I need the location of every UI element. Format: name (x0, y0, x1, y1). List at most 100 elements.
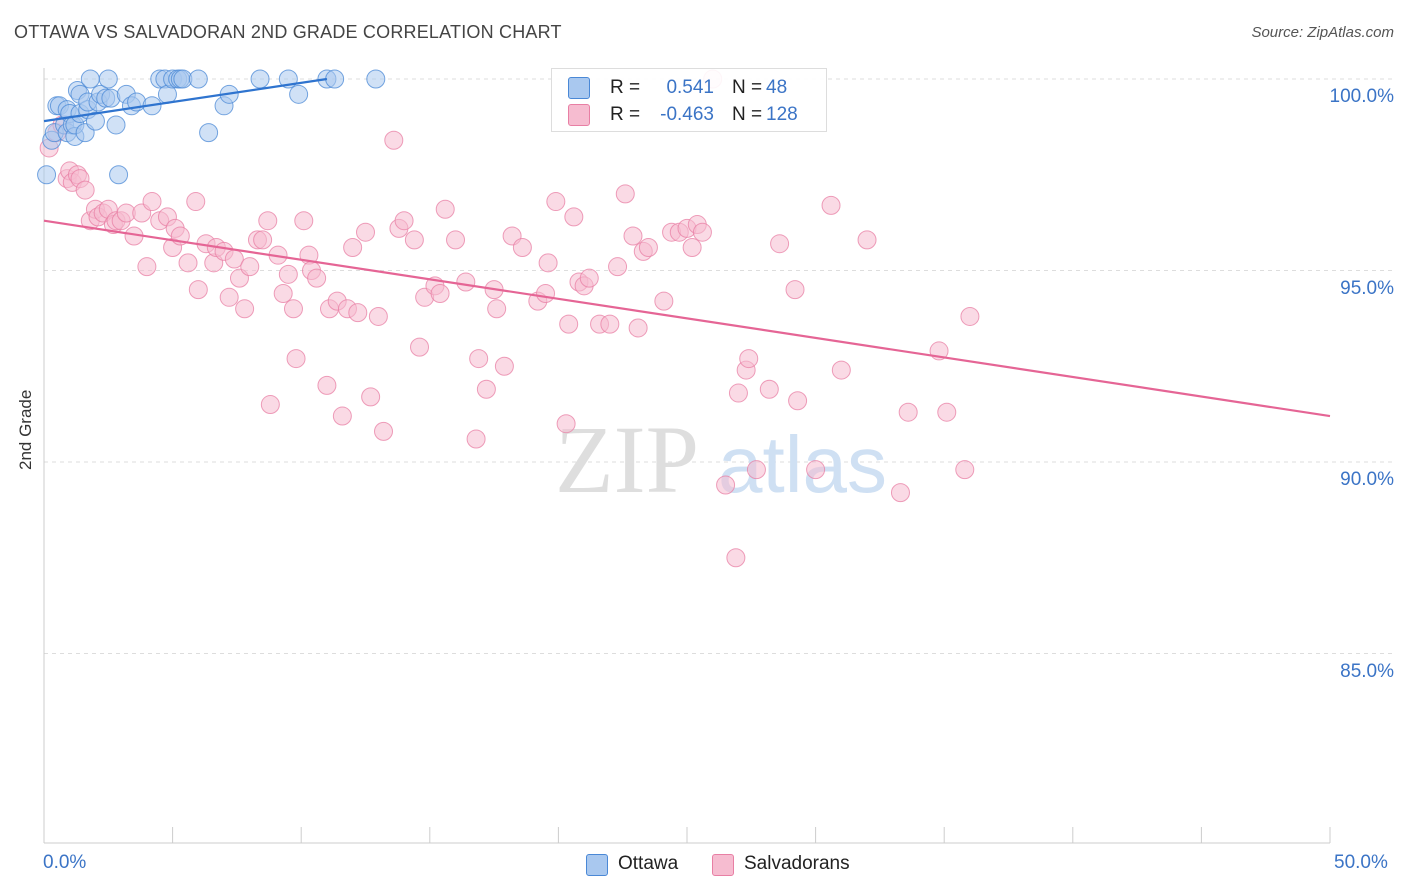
salvadorans-point (186, 192, 206, 212)
salvadorans-n-label: N = (732, 104, 763, 125)
salvadorans-point (728, 383, 748, 403)
salvadorans-point (746, 460, 766, 480)
salvadorans-point (556, 414, 576, 434)
salvadorans-point (739, 349, 759, 369)
salvadorans-point (75, 180, 95, 200)
salvadorans-point (278, 264, 298, 284)
salvadorans-point (374, 421, 394, 441)
ottawa-point (37, 165, 57, 185)
salvadorans-point (857, 230, 877, 250)
salvadorans-point (384, 130, 404, 150)
salvadorans-point (608, 257, 628, 277)
salvadorans-point (283, 299, 303, 319)
ottawa-r-value: 0.541 (666, 77, 714, 98)
ottawa-n-label: N = (732, 77, 763, 98)
salvadorans-point (628, 318, 648, 338)
ottawa-point (85, 111, 105, 131)
salvadorans-point (615, 184, 635, 204)
salvadorans-point (770, 234, 790, 254)
salvadorans-point (332, 406, 352, 426)
watermark: ZIP atlas (555, 406, 887, 513)
legend-ottawa-label: Ottawa (618, 853, 679, 874)
salvadorans-point (410, 337, 430, 357)
x-tick-max: 50.0% (1334, 852, 1388, 873)
ottawa-trend-line (43, 77, 328, 123)
salvadorans-point (178, 253, 198, 273)
ottawa-r-label: R = (610, 77, 641, 98)
salvadorans-point (343, 238, 363, 258)
salvadorans-point (785, 280, 805, 300)
salvadorans-point (368, 306, 388, 326)
salvadorans-point (716, 475, 736, 495)
salvadorans-point (579, 268, 599, 288)
ottawa-point (325, 69, 345, 89)
ottawa-n-value: 48 (766, 77, 788, 98)
salvadorans-point (466, 429, 486, 449)
ottawa-points (37, 69, 386, 185)
salvadorans-point (937, 402, 957, 422)
salvadorans-point (564, 207, 584, 227)
stats-row-ottawa: R = 0.541 N = 48 (552, 73, 826, 101)
y-tick-label: 95.0% (1340, 277, 1394, 299)
ottawa-point (289, 84, 309, 104)
salvadorans-point (188, 280, 208, 300)
salvadorans-point (394, 211, 414, 231)
salvadorans-point (638, 238, 658, 258)
x-tick-min: 0.0% (43, 852, 87, 873)
trend-lines (43, 77, 1331, 418)
salvadorans-point (240, 257, 260, 277)
salvadorans-point (726, 548, 746, 568)
salvadorans-point (898, 402, 918, 422)
salvadorans-point (348, 303, 368, 323)
salvadorans-point (317, 375, 337, 395)
ottawa-point (106, 115, 126, 135)
salvadorans-r-label: R = (610, 104, 641, 125)
salvadorans-point (654, 291, 674, 311)
ottawa-point (98, 69, 118, 89)
salvadorans-point (294, 211, 314, 231)
salvadorans-point (955, 460, 975, 480)
salvadorans-point (487, 299, 507, 319)
salvadorans-point (512, 238, 532, 258)
salvadorans-point (494, 356, 514, 376)
salvadorans-points (39, 69, 980, 568)
salvadorans-point (890, 483, 910, 503)
y-tick-label: 100.0% (1329, 86, 1394, 107)
salvadorans-point (831, 360, 851, 380)
salvadorans-point (559, 314, 579, 334)
salvadorans-point (361, 387, 381, 407)
watermark-zip: ZIP (555, 406, 699, 513)
y-tick-label: 85.0% (1340, 660, 1394, 682)
salvadorans-point (476, 379, 496, 399)
salvadorans-point (446, 230, 466, 250)
salvadorans-point (759, 379, 779, 399)
stats-box: R = 0.541 N = 48 R = -0.463 N = 128 (551, 68, 827, 132)
salvadorans-point (258, 211, 278, 231)
y-tick-label: 90.0% (1340, 469, 1394, 490)
salvadorans-r-value: -0.463 (660, 104, 714, 125)
salvadorans-point (260, 395, 280, 415)
salvadorans-point (137, 257, 157, 277)
legend: Ottawa Salvadorans (0, 852, 1406, 878)
salvadorans-point (821, 195, 841, 215)
salvadorans-point (788, 391, 808, 411)
salvadorans-point (692, 222, 712, 242)
salvadorans-trend-line (43, 219, 1331, 418)
stats-row-salvadorans: R = -0.463 N = 128 (552, 100, 826, 128)
salvadorans-point (536, 283, 556, 303)
salvadorans-point (469, 349, 489, 369)
chart-title: OTTAWA VS SALVADORAN 2ND GRADE CORRELATI… (14, 22, 562, 42)
salvadorans-point (219, 287, 239, 307)
source-label: Source: ZipAtlas.com (1251, 24, 1394, 41)
legend-salvadorans-swatch (712, 854, 734, 876)
salvadorans-point (273, 283, 293, 303)
salvadorans-point (456, 272, 476, 292)
legend-salvadorans-label: Salvadorans (744, 853, 850, 874)
salvadorans-point (546, 192, 566, 212)
salvadorans-point (682, 238, 702, 258)
salvadorans-point (286, 349, 306, 369)
ottawa-point (109, 165, 129, 185)
salvadorans-point (806, 460, 826, 480)
salvadorans-point (307, 268, 327, 288)
salvadorans-point (142, 192, 162, 212)
